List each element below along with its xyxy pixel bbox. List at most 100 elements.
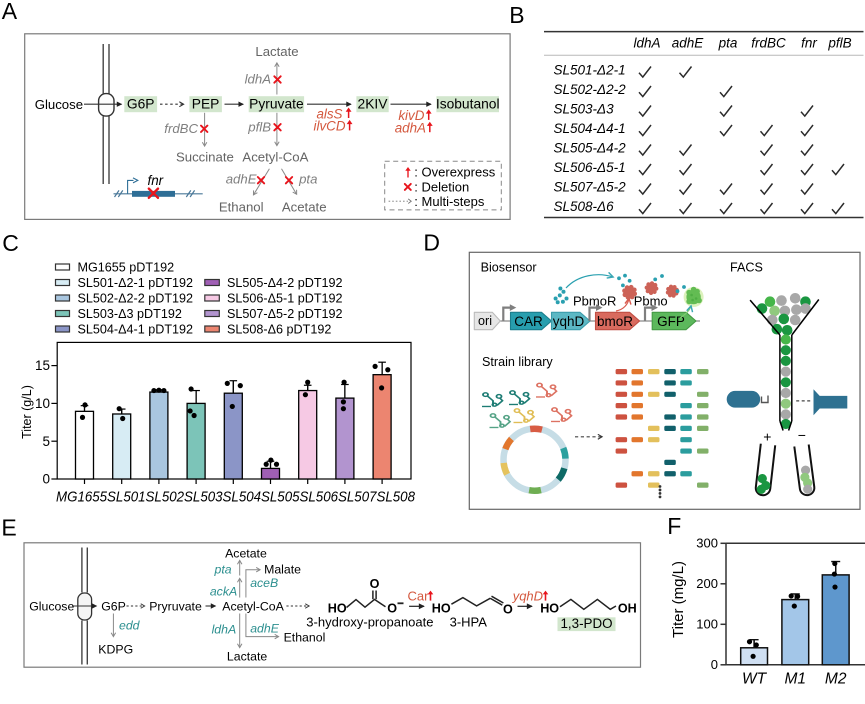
svg-text:GFP: GFP bbox=[657, 314, 685, 329]
svg-text:SL502-Δ2-2: SL502-Δ2-2 bbox=[554, 82, 627, 97]
svg-text:alsS: alsS bbox=[316, 106, 342, 121]
svg-text:E: E bbox=[1, 515, 16, 541]
svg-text:yqhD: yqhD bbox=[512, 589, 543, 604]
svg-text:SL501-Δ2-1: SL501-Δ2-1 bbox=[554, 62, 626, 77]
svg-text:A: A bbox=[2, 0, 18, 24]
svg-text:Lactate: Lactate bbox=[227, 650, 267, 664]
svg-text:SL504-Δ4-1 pDT192: SL504-Δ4-1 pDT192 bbox=[78, 322, 194, 336]
svg-text:PEP: PEP bbox=[192, 97, 220, 112]
svg-text:Pbmo: Pbmo bbox=[634, 293, 668, 308]
svg-text:SL502-Δ2-2 pDT192: SL502-Δ2-2 pDT192 bbox=[78, 291, 194, 305]
svg-text:pta: pta bbox=[298, 171, 317, 186]
svg-text:Car: Car bbox=[408, 589, 430, 604]
svg-text:Acetyl-CoA: Acetyl-CoA bbox=[222, 599, 284, 613]
svg-text:Lactate: Lactate bbox=[255, 44, 298, 59]
svg-text:: Overexpress: : Overexpress bbox=[414, 165, 495, 180]
svg-text:G6P: G6P bbox=[127, 97, 155, 112]
svg-text:MG1655 pDT192: MG1655 pDT192 bbox=[78, 260, 175, 274]
svg-text:adhE: adhE bbox=[672, 36, 705, 51]
svg-text:ilvCD: ilvCD bbox=[314, 119, 346, 134]
svg-text:G6P: G6P bbox=[101, 599, 126, 613]
svg-text:yqhD: yqhD bbox=[553, 314, 585, 329]
svg-text:Ethanol: Ethanol bbox=[284, 630, 326, 644]
svg-text:Succinate: Succinate bbox=[176, 150, 234, 165]
svg-text:MG1655SL501SL502SL503SL504SL50: MG1655SL501SL502SL503SL504SL505SL506SL50… bbox=[56, 490, 415, 506]
svg-text:ori: ori bbox=[478, 314, 492, 328]
svg-text:O: O bbox=[503, 602, 513, 616]
svg-text:0: 0 bbox=[711, 657, 718, 672]
svg-text:fnr: fnr bbox=[801, 36, 817, 51]
svg-text:pflB: pflB bbox=[247, 120, 271, 135]
svg-text:edd: edd bbox=[119, 619, 141, 633]
svg-text:ldhA: ldhA bbox=[245, 72, 272, 87]
svg-text:Pryruvate: Pryruvate bbox=[149, 599, 202, 613]
svg-text:ldhA: ldhA bbox=[633, 36, 660, 51]
svg-text:SL508-Δ6 pDT192: SL508-Δ6 pDT192 bbox=[227, 322, 331, 336]
svg-text:: Deletion: : Deletion bbox=[414, 179, 469, 194]
svg-text:frdBC: frdBC bbox=[164, 121, 198, 136]
svg-text:B: B bbox=[509, 2, 524, 28]
svg-text:SL506-Δ5-1 pDT192: SL506-Δ5-1 pDT192 bbox=[227, 291, 343, 305]
svg-text:SL507-Δ5-2: SL507-Δ5-2 bbox=[554, 179, 627, 194]
svg-text:Acetate: Acetate bbox=[282, 200, 327, 215]
svg-text:3-hydroxy-propanoate: 3-hydroxy-propanoate bbox=[306, 615, 433, 630]
svg-text:M1: M1 bbox=[785, 671, 807, 688]
svg-text:CAR: CAR bbox=[514, 314, 543, 329]
svg-text:SL503-Δ3: SL503-Δ3 bbox=[554, 101, 615, 116]
svg-text:SL501-Δ2-1 pDT192: SL501-Δ2-1 pDT192 bbox=[78, 276, 194, 290]
svg-text:3-HPA: 3-HPA bbox=[450, 615, 488, 630]
svg-text:−: − bbox=[798, 427, 806, 443]
svg-text:frdBC: frdBC bbox=[751, 36, 786, 51]
svg-text:HO: HO bbox=[540, 601, 559, 615]
svg-text:Titer (g/L): Titer (g/L) bbox=[20, 385, 34, 439]
svg-text:SL508-Δ6: SL508-Δ6 bbox=[554, 199, 615, 214]
svg-text:OH: OH bbox=[618, 601, 637, 615]
svg-text:SL503-Δ3 pDT192: SL503-Δ3 pDT192 bbox=[78, 307, 182, 321]
svg-text:adhA: adhA bbox=[395, 121, 426, 136]
svg-text:100: 100 bbox=[696, 617, 718, 632]
svg-text:pta: pta bbox=[718, 36, 738, 51]
svg-text:bmoR: bmoR bbox=[597, 314, 633, 329]
svg-text:adhE: adhE bbox=[250, 622, 280, 636]
svg-text:F: F bbox=[667, 513, 681, 539]
svg-text:Glucose: Glucose bbox=[35, 97, 83, 112]
svg-text:5: 5 bbox=[42, 434, 50, 449]
svg-text:KDPG: KDPG bbox=[98, 643, 133, 657]
svg-text:Malate: Malate bbox=[264, 562, 301, 576]
svg-text:1,3-PDO: 1,3-PDO bbox=[560, 616, 612, 631]
svg-text:200: 200 bbox=[696, 576, 718, 591]
svg-text:2KIV: 2KIV bbox=[358, 97, 389, 112]
svg-text:0: 0 bbox=[42, 472, 50, 487]
svg-text:Acetate: Acetate bbox=[225, 546, 267, 560]
svg-text:Isobutanol: Isobutanol bbox=[436, 97, 500, 112]
svg-text:FACS: FACS bbox=[730, 261, 763, 275]
svg-text:SL505-Δ4-2: SL505-Δ4-2 bbox=[554, 140, 627, 155]
svg-text:300: 300 bbox=[696, 536, 718, 551]
svg-text:Glucose: Glucose bbox=[29, 599, 74, 613]
svg-text:10: 10 bbox=[35, 396, 50, 411]
svg-text:Biosensor: Biosensor bbox=[481, 260, 537, 274]
svg-text:C: C bbox=[2, 230, 19, 256]
svg-text:M2: M2 bbox=[825, 671, 847, 688]
svg-text:D: D bbox=[423, 230, 440, 256]
svg-text:Strain library: Strain library bbox=[482, 355, 553, 369]
svg-text:: Multi-steps: : Multi-steps bbox=[414, 194, 485, 209]
svg-text:Acetyl-CoA: Acetyl-CoA bbox=[242, 150, 308, 165]
svg-text:pflB: pflB bbox=[827, 36, 851, 51]
svg-text:fnr: fnr bbox=[148, 173, 164, 188]
svg-text:PbmoR: PbmoR bbox=[573, 293, 616, 308]
svg-text:SL505-Δ4-2 pDT192: SL505-Δ4-2 pDT192 bbox=[227, 276, 343, 290]
svg-text:O: O bbox=[370, 577, 380, 591]
svg-text:SL507-Δ5-2 pDT192: SL507-Δ5-2 pDT192 bbox=[227, 307, 343, 321]
svg-text:Pyruvate: Pyruvate bbox=[249, 97, 304, 112]
svg-text:adhE: adhE bbox=[226, 171, 257, 186]
svg-text:Ethanol: Ethanol bbox=[219, 200, 264, 215]
svg-text:ackA: ackA bbox=[210, 585, 237, 599]
svg-text:WT: WT bbox=[742, 671, 768, 688]
svg-text:pta: pta bbox=[213, 563, 231, 577]
svg-text:Titer (mg/L): Titer (mg/L) bbox=[670, 561, 687, 638]
svg-text:ldhA: ldhA bbox=[212, 623, 237, 637]
svg-text:aceB: aceB bbox=[250, 576, 278, 590]
svg-text:15: 15 bbox=[35, 358, 50, 373]
svg-text:HO: HO bbox=[432, 602, 451, 616]
